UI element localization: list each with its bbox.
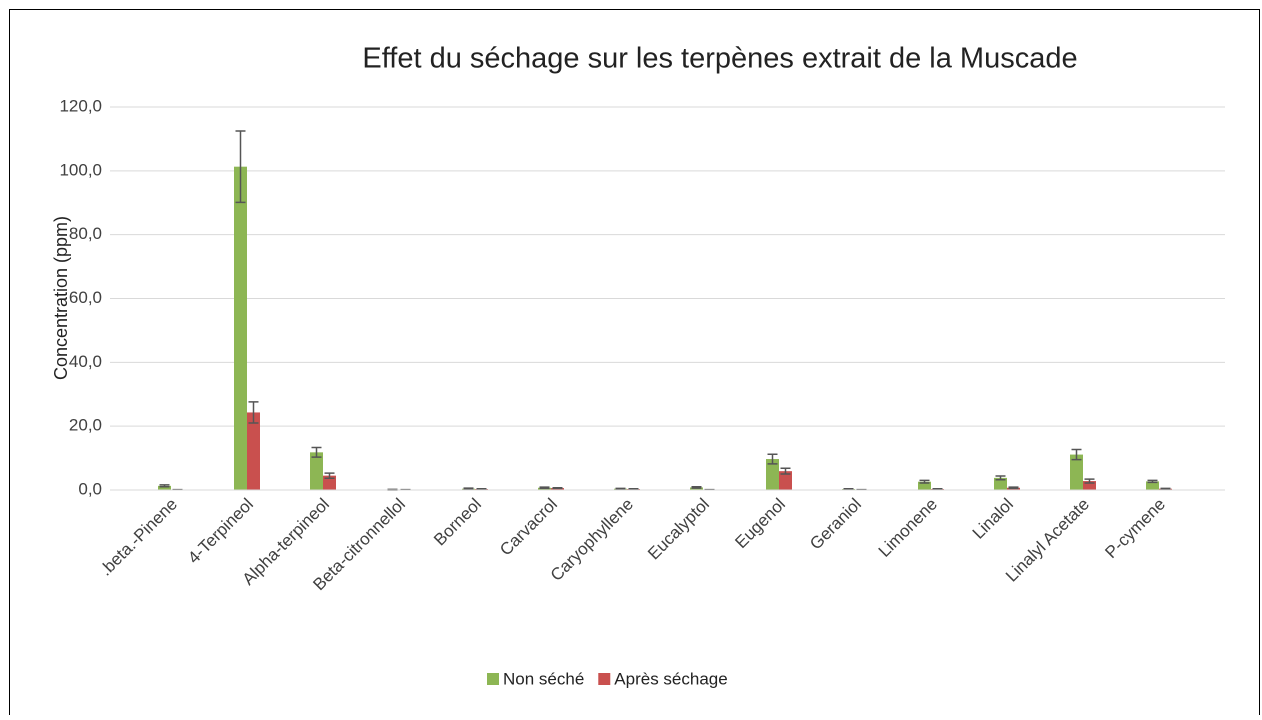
y-tick-label: 20,0 <box>69 416 102 435</box>
error-bar <box>464 488 474 489</box>
legend-label: Après séchage <box>614 669 727 688</box>
error-bar <box>553 488 563 489</box>
chart-title: Effet du séchage sur les terpènes extrai… <box>362 43 1077 75</box>
y-tick-label: 80,0 <box>69 224 102 243</box>
x-tick-label: Linalol <box>969 495 1017 543</box>
y-tick-label: 100,0 <box>59 160 102 179</box>
x-tick-label: Carvacrol <box>496 495 561 560</box>
x-tick-label: P-cymene <box>1101 495 1169 563</box>
error-bar <box>692 487 702 488</box>
x-tick-label: Eucalyptol <box>644 495 713 564</box>
legend-label: Non séché <box>503 669 584 688</box>
error-bar <box>1161 488 1171 489</box>
y-tick-label: 120,0 <box>59 96 102 115</box>
bar <box>234 167 247 490</box>
y-tick-label: 40,0 <box>69 352 102 371</box>
error-bar <box>844 489 854 490</box>
x-tick-label: Borneol <box>430 495 485 550</box>
error-bar <box>933 489 943 490</box>
error-bar <box>540 487 550 488</box>
y-tick-label: 0,0 <box>78 479 102 498</box>
x-tick-label: .beta.-Pinene <box>96 495 181 580</box>
bar <box>247 412 260 490</box>
y-axis-label: Concentration (ppm) <box>51 216 71 380</box>
error-bar <box>1009 487 1019 488</box>
y-tick-label: 60,0 <box>69 288 102 307</box>
legend-swatch <box>487 673 499 685</box>
x-tick-label: Eugenol <box>731 495 789 553</box>
error-bar <box>629 489 639 490</box>
error-bar <box>477 489 487 490</box>
bar <box>310 452 323 490</box>
x-tick-label: Limonene <box>875 495 941 561</box>
error-bar <box>616 488 626 489</box>
x-tick-label: Geraniol <box>806 495 865 554</box>
error-bar <box>996 476 1006 480</box>
x-tick-label: 4-Terpineol <box>184 495 257 568</box>
legend-swatch <box>598 673 610 685</box>
